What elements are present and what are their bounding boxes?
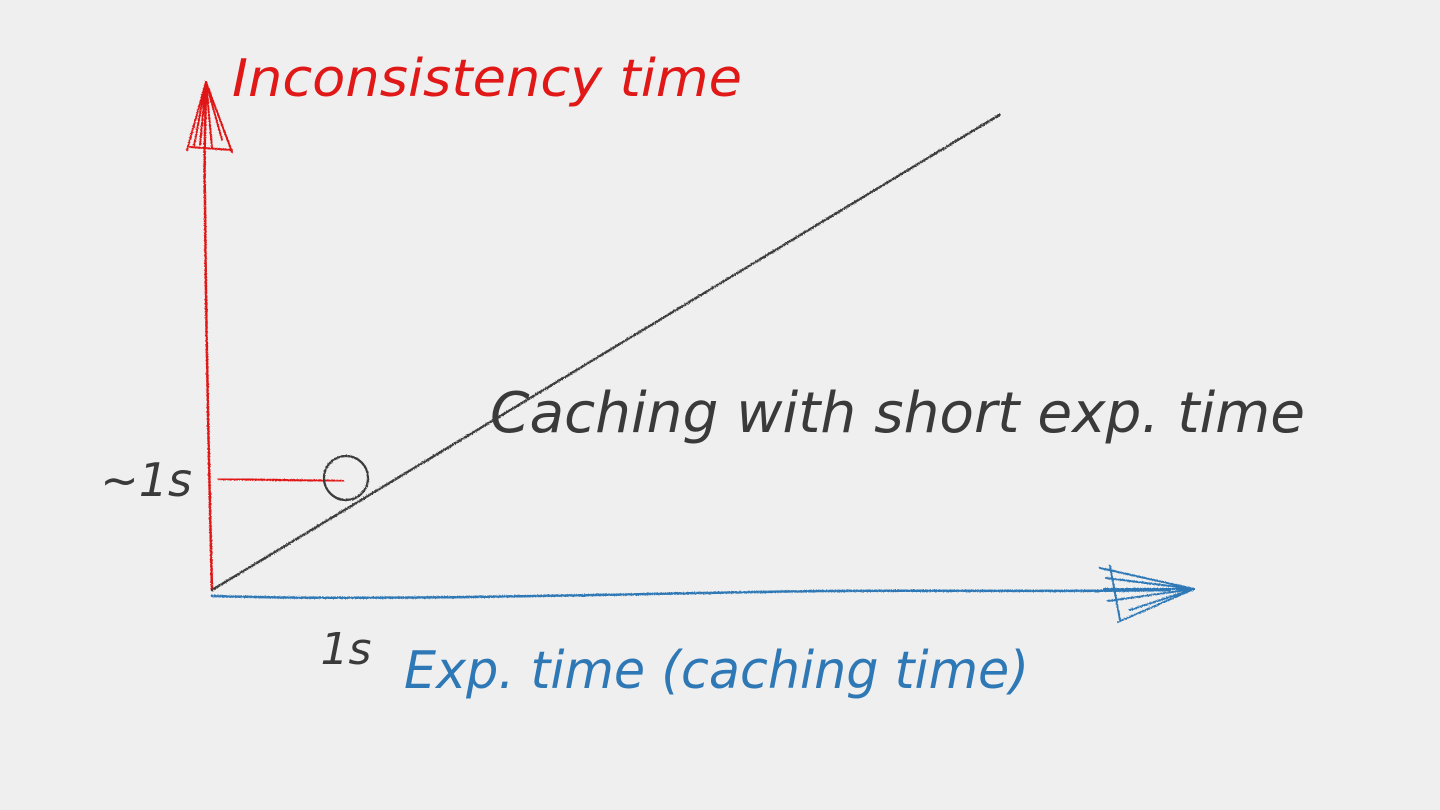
y-axis	[186, 81, 233, 592]
y-tick-label: ~1s	[100, 453, 192, 507]
x-axis-title: Exp. time (caching time)	[404, 641, 1029, 701]
highlight-circle	[322, 454, 370, 502]
x-axis-arrowhead	[1099, 565, 1195, 623]
series-line	[210, 113, 1001, 592]
x-axis-line	[210, 588, 1172, 599]
series-label: Caching with short exp. time	[490, 381, 1305, 446]
y-guide-line	[216, 477, 345, 483]
y-axis-line	[203, 90, 214, 592]
y-axis-title: Inconsistency time	[232, 49, 742, 109]
y-axis-arrowhead	[186, 81, 233, 153]
x-tick-label: 1s	[321, 624, 372, 675]
x-axis	[210, 565, 1195, 623]
